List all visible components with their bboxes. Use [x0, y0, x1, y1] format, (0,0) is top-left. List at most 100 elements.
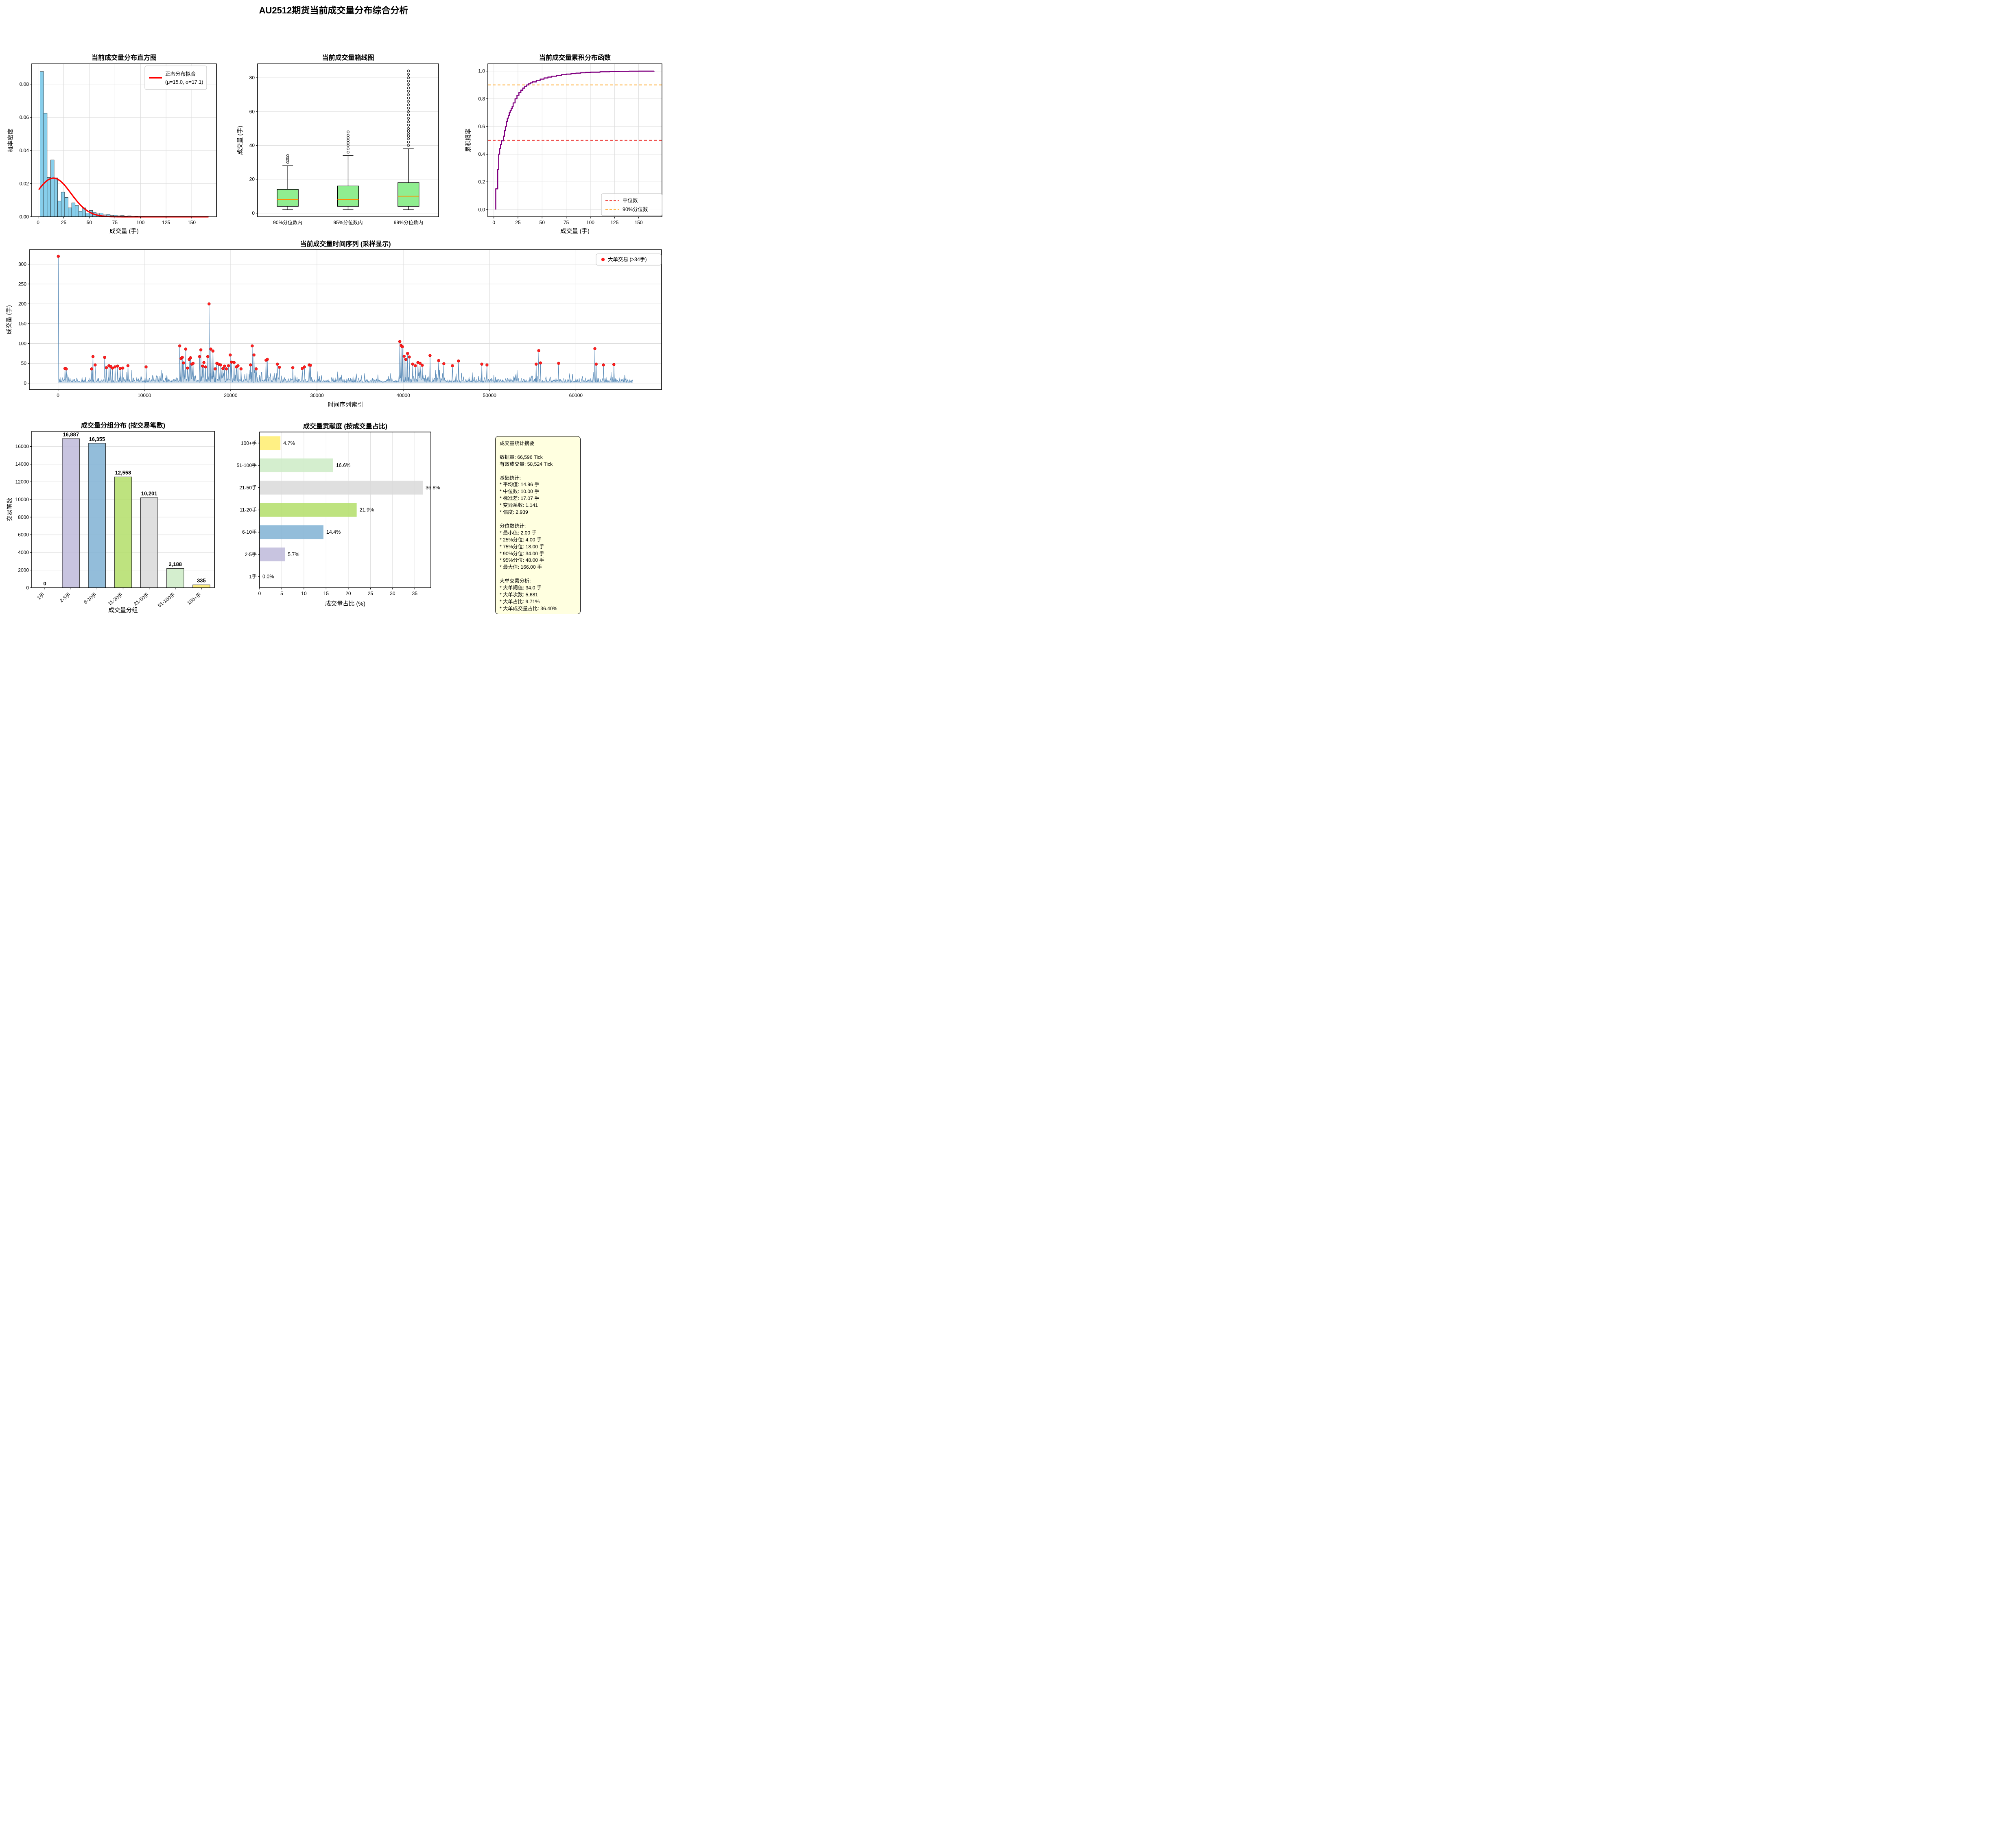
contribution-bar — [260, 480, 423, 495]
big-order-dot — [252, 353, 256, 357]
big-order-dot — [278, 366, 281, 369]
x-tick-label: 75 — [564, 220, 569, 225]
x-tick-label: 125 — [610, 220, 618, 225]
x-tick-label: 0 — [492, 220, 495, 225]
legend-label: (μ=15.0, σ=17.1) — [165, 79, 203, 85]
big-order-dot — [602, 363, 605, 367]
big-order-dot — [182, 361, 185, 364]
hist-bar — [68, 207, 72, 217]
big-order-dot — [202, 361, 205, 364]
big-order-dot — [266, 358, 269, 361]
big-order-dot — [191, 362, 195, 365]
outlier-point — [407, 70, 410, 72]
big-order-dot — [309, 364, 312, 367]
outlier-point — [347, 130, 350, 133]
big-order-dot — [184, 347, 188, 351]
box — [398, 182, 419, 207]
outlier-point — [407, 144, 410, 147]
contribution-bar — [260, 436, 281, 450]
x-tick-label: 0 — [57, 393, 59, 398]
x-tick-label: 50 — [87, 220, 92, 225]
y-tick-label: 20 — [249, 177, 255, 182]
y-tick-label: 150 — [18, 321, 26, 327]
x-tick-label: 20 — [345, 591, 351, 596]
hist-bar — [43, 113, 48, 217]
big-order-dot — [404, 358, 408, 361]
histogram-title: 当前成交量分布直方图 — [91, 55, 157, 61]
big-order-dot — [230, 360, 233, 364]
x-tick-label: 10 — [301, 591, 307, 596]
y-tick-label: 200 — [18, 301, 26, 307]
big-order-dot — [408, 355, 411, 359]
cdf-chart: 当前成交量累积分布函数 0 25 50 75 100 125 150 0.0 0.2 0.4 0.6… — [464, 16, 667, 238]
x-tick-label: 11-20手 — [107, 591, 124, 607]
outlier-point — [407, 76, 410, 79]
x-tick-label: 90%分位数内 — [273, 219, 302, 225]
big-order-dot — [90, 367, 94, 371]
big-order-dot — [612, 363, 616, 366]
big-order-dot — [291, 366, 295, 369]
bar-value-label: 0 — [43, 580, 46, 587]
legend-label: 中位数 — [623, 197, 638, 203]
y-tick-label: 0 — [252, 210, 255, 216]
volume-groups-title: 成交量分组分布 (按交易笔数) — [81, 422, 166, 429]
y-tick-label: 6-10手 — [242, 529, 257, 535]
c-groups-svg: 0 16,887 16,355 12,558 10,201 2,188 335 1手 2-5手 6… — [6, 431, 215, 614]
y-tick-label: 0.2 — [478, 179, 485, 185]
big-order-dot — [437, 359, 440, 362]
hist-bar — [75, 205, 79, 217]
big-order-dot — [539, 361, 542, 364]
x-axis-label: 成交量分组 — [108, 607, 138, 614]
y-tick-label: 300 — [18, 262, 26, 267]
big-order-dot — [442, 362, 446, 365]
group-bar — [166, 568, 184, 588]
outlier-point — [407, 90, 410, 93]
big-order-dot — [186, 367, 189, 370]
c-contrib-svg: 0.0% 5.7% 14.4% 21.9% 36.8% 16.6% 4.7% 1手 2-5手 6-… — [237, 432, 440, 607]
bar-value-label: 2,188 — [169, 561, 182, 567]
big-order-dot — [303, 365, 306, 369]
big-order-dot — [236, 364, 240, 367]
big-order-dot — [451, 364, 454, 367]
big-order-dot — [221, 367, 225, 370]
group-bar — [88, 443, 106, 588]
y-tick-label: 1手 — [249, 574, 257, 580]
histogram-chart: 当前成交量分布直方图 0 25 50 75 100 125 150 0.00 0.02 0.04 0… — [6, 16, 228, 238]
bar-value-label: 335 — [197, 578, 206, 584]
outlier-point — [407, 127, 410, 130]
big-order-dot — [105, 366, 108, 369]
x-tick-label: 25 — [515, 220, 521, 225]
legend-label: 90%分位数 — [623, 206, 648, 212]
big-order-dot — [414, 364, 417, 367]
cdf-step-line — [495, 70, 655, 210]
y-tick-label: 50 — [21, 360, 27, 366]
x-axis-label: 时间序列索引 — [328, 401, 363, 408]
bar-value-label: 0.0% — [262, 574, 274, 580]
x-tick-label: 150 — [188, 220, 196, 225]
x-axis-label: 成交量占比 (%) — [325, 600, 365, 607]
outlier-point — [407, 120, 410, 123]
hist-bar — [85, 213, 90, 217]
outlier-point — [286, 157, 289, 159]
y-tick-label: 51-100手 — [237, 463, 257, 468]
outlier-point — [407, 96, 410, 100]
x-axis-label: 成交量 (手) — [560, 227, 590, 235]
outlier-point — [407, 137, 410, 140]
y-tick-label: 0.00 — [20, 214, 29, 220]
y-tick-label: 100 — [18, 340, 26, 346]
y-tick-label: 0 — [26, 585, 29, 591]
outlier-point — [347, 141, 350, 144]
outlier-point — [347, 139, 350, 142]
x-tick-label: 0 — [258, 591, 261, 596]
y-tick-label: 0.04 — [20, 148, 29, 153]
big-order-dot — [418, 362, 422, 365]
big-order-dot — [208, 302, 211, 305]
y-tick-label: 2000 — [18, 567, 29, 573]
y-tick-label: 6000 — [18, 532, 29, 538]
axes-frame — [29, 249, 662, 390]
group-bar — [62, 438, 80, 588]
boxplot-chart: 当前成交量箱线图 90%分位数内 95%分位数内 99%分位数内 0 20 40 60 80 成… — [236, 16, 448, 238]
big-order-dot — [65, 367, 68, 371]
big-order-dot — [227, 364, 230, 367]
outlier-point — [286, 161, 289, 164]
